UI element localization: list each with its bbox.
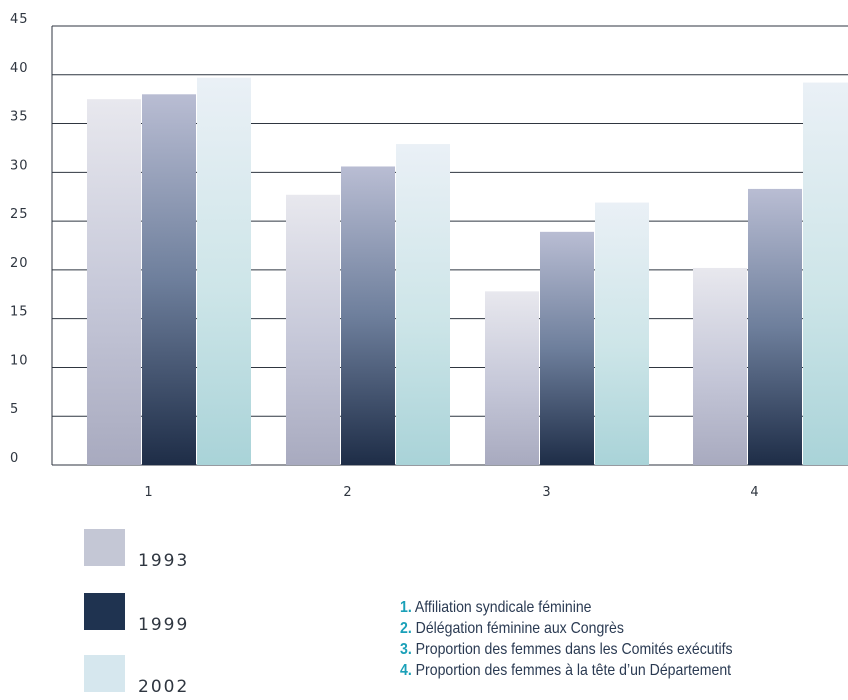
note-text: Délégation féminine aux Congrès — [415, 620, 624, 637]
y-tick-label: 35 — [10, 110, 29, 125]
y-tick-label: 45 — [10, 12, 29, 27]
y-tick-label: 30 — [10, 158, 29, 173]
note-number: 2. — [400, 620, 412, 637]
bar-1999 — [142, 94, 196, 466]
note-3: 3. Proportion des femmes dans les Comité… — [400, 639, 733, 660]
bar-2002 — [396, 144, 450, 465]
legend-label-1993: 1993 — [138, 551, 190, 571]
note-text: Proportion des femmes dans les Comités e… — [415, 641, 733, 658]
bar-1999 — [748, 188, 802, 465]
note-text: Affiliation syndicale féminine — [414, 599, 592, 616]
note-number: 4. — [400, 662, 412, 679]
y-tick-label: 5 — [10, 402, 19, 417]
legend-label-1999: 1999 — [138, 615, 190, 635]
y-tick-label: 20 — [10, 256, 29, 271]
legend-label-2002: 2002 — [138, 677, 190, 697]
x-tick-label: 3 — [542, 485, 551, 500]
x-tick-label: 2 — [343, 485, 352, 500]
bar-2002 — [803, 82, 848, 466]
bar-1993 — [286, 194, 340, 465]
y-tick-label: 0 — [10, 451, 19, 466]
note-number: 1. — [400, 599, 412, 616]
note-4: 4. Proportion des femmes à la tête d’un … — [400, 660, 733, 681]
bar-1993 — [693, 267, 747, 465]
note-text: Proportion des femmes à la tête d’un Dép… — [415, 662, 732, 679]
x-axis-ticks: 1 2 3 4 — [144, 485, 759, 500]
note-2: 2. Délégation féminine aux Congrès — [400, 618, 733, 639]
bar-1993 — [87, 99, 141, 466]
y-axis-ticks: 0 5 10 15 20 25 30 35 40 45 — [10, 12, 29, 466]
x-tick-label: 1 — [144, 485, 153, 500]
bar-2002 — [595, 202, 649, 465]
bars — [87, 77, 848, 466]
y-tick-label: 40 — [10, 61, 29, 76]
bar-2002 — [197, 77, 251, 466]
swatch-1993-icon — [84, 529, 125, 566]
swatch-2002-icon — [84, 655, 125, 692]
bar-1999 — [341, 166, 395, 466]
bar-chart: 0 5 10 15 20 25 30 35 40 45 1 2 3 4 — [10, 12, 848, 500]
y-tick-label: 25 — [10, 207, 29, 222]
swatch-1999-icon — [84, 593, 125, 630]
bar-1993 — [485, 291, 539, 465]
note-1: 1. Affiliation syndicale féminine — [400, 597, 733, 618]
bar-1999 — [540, 231, 594, 465]
y-tick-label: 15 — [10, 305, 29, 320]
note-number: 3. — [400, 641, 412, 658]
x-tick-label: 4 — [750, 485, 759, 500]
category-notes: 1. Affiliation syndicale féminine 2. Dél… — [400, 597, 733, 681]
y-tick-label: 10 — [10, 353, 29, 368]
